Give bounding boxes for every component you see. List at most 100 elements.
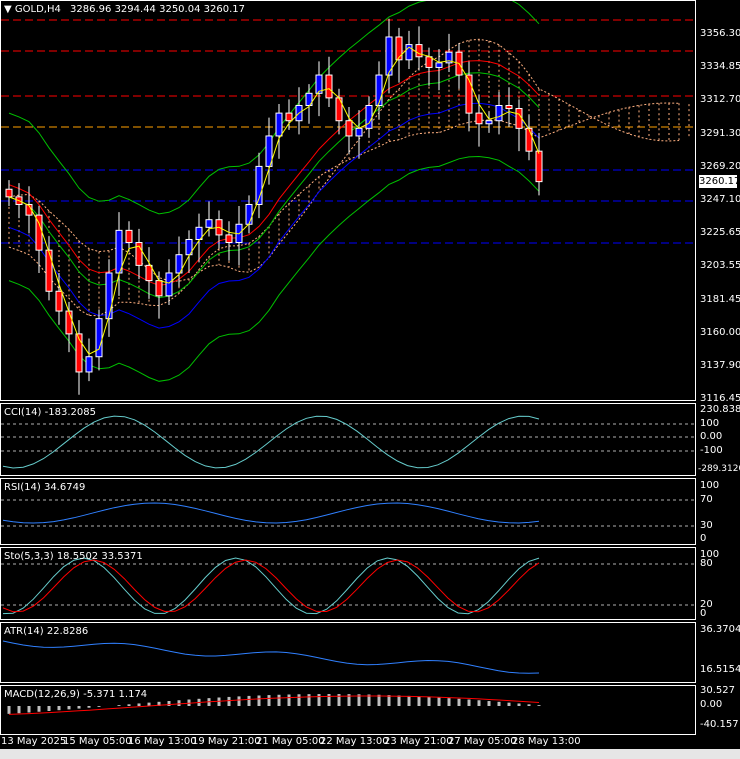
bearish-candle	[475, 112, 483, 125]
bullish-candle	[495, 104, 503, 122]
sto-axis-0: 0	[700, 608, 707, 619]
price-tick-label: 3160.00	[700, 326, 740, 338]
stochastic-signal-line	[2, 559, 540, 613]
bearish-candle	[145, 264, 153, 282]
bullish-candle	[185, 238, 193, 256]
bullish-candle	[175, 254, 183, 274]
price-tick-label: 3116.45	[700, 393, 740, 405]
macd-axis-0: 0.00	[700, 699, 723, 710]
cci-axis-min: -289.3120	[698, 464, 740, 474]
cci-line	[2, 415, 540, 469]
bullish-candle	[205, 219, 213, 228]
tenkan-line	[8, 60, 540, 286]
dropdown-triangle-icon[interactable]: ▼	[4, 4, 12, 15]
bullish-candle	[485, 120, 493, 125]
price-tick-label: 3225.65	[700, 227, 740, 239]
bearish-candle	[395, 36, 403, 61]
time-label: 23 May 21:00	[384, 736, 453, 747]
time-label: 28 May 13:00	[512, 736, 581, 747]
cci-axis-100: 100	[700, 418, 720, 429]
stochastic-panel[interactable]: Sto(5,3,3) 18.5502 33.5371	[0, 547, 696, 620]
stochastic-chart	[1, 557, 695, 615]
time-label: 19 May 21:00	[192, 736, 261, 747]
macd-axis: 30.527 0.00 -40.157	[697, 685, 740, 735]
bearish-candle	[465, 74, 473, 114]
bullish-candle	[445, 51, 453, 64]
bearish-candle	[505, 104, 513, 110]
price-tick-label: 3137.90	[700, 360, 740, 371]
macd-signal-line	[8, 695, 540, 715]
price-tick-label: 3203.55	[700, 260, 740, 272]
rsi-panel[interactable]: RSI(14) 34.6749	[0, 478, 696, 545]
rsi-axis-30: 30	[700, 520, 713, 531]
atr-chart	[2, 640, 540, 674]
bullish-candle	[105, 272, 113, 320]
atr-panel[interactable]: ATR(14) 22.8286	[0, 622, 696, 683]
cci-panel[interactable]: CCI(14) -183.2085	[0, 403, 696, 476]
atr-line	[2, 640, 540, 674]
bullish-candle	[195, 226, 203, 240]
bullish-candle	[245, 203, 253, 225]
bearish-candle	[125, 229, 133, 244]
bearish-candle	[285, 112, 293, 122]
bollinger-upper	[8, 1, 540, 215]
time-label: 27 May 05:00	[448, 736, 517, 747]
sto-axis-80: 80	[700, 558, 713, 569]
bearish-candle	[325, 74, 333, 99]
atr-axis: 36.3704 16.5154	[697, 622, 740, 683]
bullish-candle	[435, 62, 443, 68]
rsi-chart	[1, 499, 695, 527]
bullish-candle	[315, 74, 323, 94]
bearish-candle	[345, 120, 353, 137]
main-chart-panel[interactable]: ▼ GOLD,H4 3286.96 3294.44 3250.04 3260.1…	[0, 0, 696, 401]
sto-axis-100: 100	[700, 549, 720, 560]
sto-axis-20: 20	[700, 599, 713, 610]
bearish-candle	[525, 127, 533, 152]
time-label: 21 May 05:00	[256, 736, 325, 747]
rsi-line	[2, 502, 540, 524]
symbol-label: GOLD,H4	[14, 4, 61, 15]
price-tick-label: 3247.10	[700, 194, 740, 205]
bollinger-middle	[8, 72, 540, 299]
bearish-candle	[75, 333, 83, 373]
macd-axis-min: -40.157	[700, 719, 739, 730]
rsi-axis-100: 100	[700, 480, 720, 491]
bearish-candle	[535, 150, 543, 183]
bullish-candle	[165, 272, 173, 297]
cci-axis: 230.838 100 0.00 -100 -289.3120	[697, 403, 740, 476]
bullish-candle	[115, 229, 123, 274]
macd-chart	[7, 694, 541, 715]
atr-axis-max: 36.3704	[700, 624, 740, 635]
time-label: 15 May 05:00	[63, 736, 132, 747]
rsi-axis-70: 70	[700, 494, 713, 505]
bullish-candle	[95, 318, 103, 358]
status-bar	[0, 749, 740, 759]
bearish-candle	[5, 188, 13, 198]
bullish-candle	[85, 356, 93, 373]
price-chart	[1, 1, 695, 395]
bearish-candle	[225, 234, 233, 244]
rsi-label: RSI(14) 34.6749	[4, 482, 86, 493]
bullish-candle	[405, 44, 413, 61]
chart-title: ▼ GOLD,H4 3286.96 3294.44 3250.04 3260.1…	[4, 4, 245, 15]
bearish-candle	[155, 280, 163, 297]
bearish-candle	[425, 56, 433, 68]
bullish-candle	[265, 135, 273, 167]
bearish-candle	[45, 249, 53, 292]
cci-axis-0: 0.00	[700, 431, 723, 442]
bullish-candle	[255, 165, 263, 205]
bullish-candle	[275, 112, 283, 137]
macd-label: MACD(12,26,9) -5.371 1.174	[4, 689, 148, 700]
price-tick-label: 3291.30	[700, 127, 740, 139]
cci-axis-minus100: -100	[700, 445, 723, 456]
time-label: 13 May 2025	[1, 736, 67, 747]
moving-average-line	[8, 46, 540, 355]
price-axis: 3356.30 3334.85 3312.70 3291.30 3269.20 3247.…	[697, 0, 740, 405]
macd-panel[interactable]: MACD(12,26,9) -5.371 1.174	[0, 685, 696, 735]
current-price-box: 3260.17	[699, 175, 740, 188]
price-tick-label: 3181.45	[700, 293, 740, 305]
time-axis: 13 May 2025 15 May 05:00 16 May 13:00 19…	[0, 735, 696, 749]
time-label: 16 May 13:00	[128, 736, 197, 747]
ichimoku-span-a	[8, 38, 680, 282]
price-tick-label: 3312.70	[700, 94, 740, 106]
